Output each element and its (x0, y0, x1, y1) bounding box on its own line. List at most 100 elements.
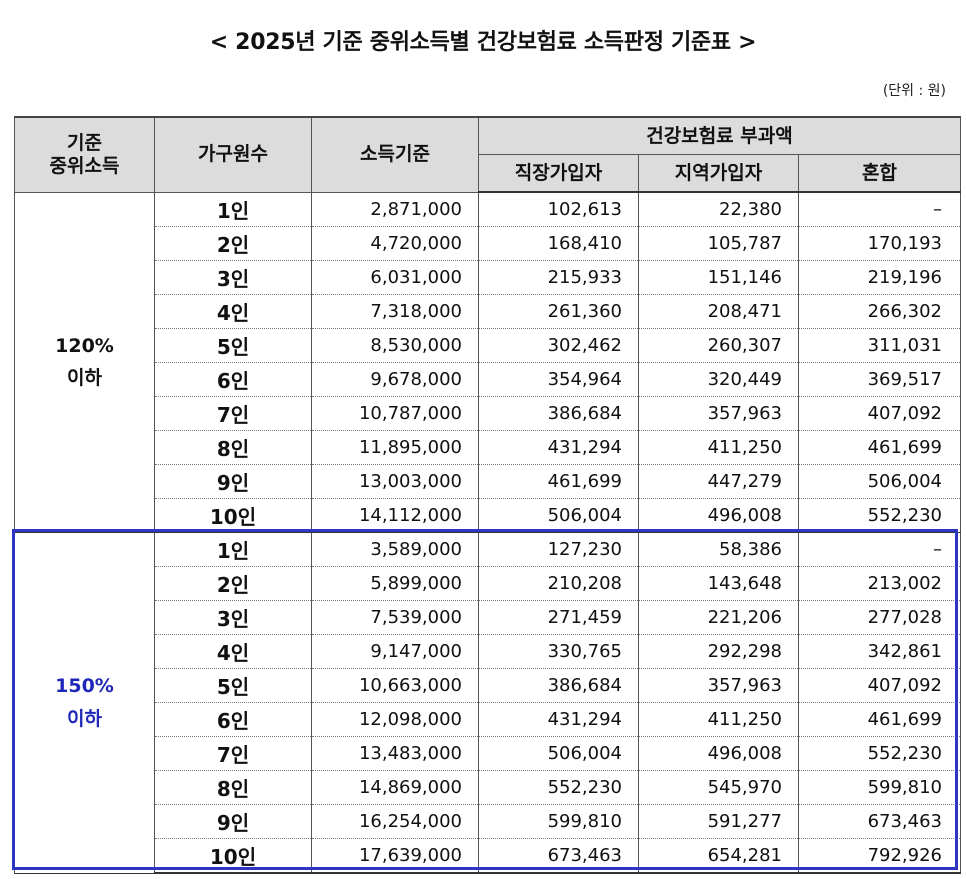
employee-premium-cell: 386,684 (478, 396, 639, 431)
income-cell: 17,639,000 (311, 838, 479, 874)
income-cell: 2,871,000 (311, 192, 479, 227)
income-cell: 9,147,000 (311, 634, 479, 669)
income-cell: 7,539,000 (311, 600, 479, 635)
table-row: 8인 11,895,000 431,294 411,250 461,699 (15, 430, 961, 465)
employee-premium-cell: 127,230 (478, 532, 639, 567)
employee-premium-cell: 431,294 (478, 702, 639, 737)
employee-premium-cell: 599,810 (478, 804, 639, 839)
group-label-line2: 이하 (67, 367, 102, 390)
employee-premium-cell: 506,004 (478, 498, 639, 533)
mixed-premium-cell: 506,004 (798, 464, 961, 499)
income-cell: 3,589,000 (311, 532, 479, 567)
income-cell: 9,678,000 (311, 362, 479, 397)
table-row: 6인 9,678,000 354,964 320,449 369,517 (15, 362, 961, 397)
group-label-line2: 이하 (67, 707, 102, 730)
employee-premium-cell: 302,462 (478, 328, 639, 363)
household-cell: 10인 (154, 838, 312, 874)
regional-premium-cell: 545,970 (638, 770, 799, 805)
mixed-premium-cell: 552,230 (798, 498, 961, 533)
regional-premium-cell: 143,648 (638, 566, 799, 601)
income-cell: 4,720,000 (311, 226, 479, 261)
household-cell: 5인 (154, 668, 312, 703)
employee-premium-cell: 506,004 (478, 736, 639, 771)
table-row: 5인 10,663,000 386,684 357,963 407,092 (15, 668, 961, 703)
regional-premium-cell: 22,380 (638, 192, 799, 227)
household-cell: 3인 (154, 600, 312, 635)
income-cell: 8,530,000 (311, 328, 479, 363)
regional-premium-cell: 292,298 (638, 634, 799, 669)
regional-premium-cell: 591,277 (638, 804, 799, 839)
table-row: 120% 이하 1인 2,871,000 102,613 22,380– (14, 192, 961, 533)
regional-premium-cell: 320,449 (638, 362, 799, 397)
table-row: 9인 16,254,000 599,810 591,277 673,463 (15, 804, 961, 839)
table-row: 9인 13,003,000 461,699 447,279 506,004 (15, 464, 961, 499)
mixed-premium-cell: 461,699 (798, 430, 961, 465)
employee-premium-cell: 461,699 (478, 464, 639, 499)
household-cell: 4인 (154, 634, 312, 669)
income-cell: 7,318,000 (311, 294, 479, 329)
header-premium: 건강보험료 부과액 (478, 116, 961, 155)
table-row: 3인 6,031,000 215,933 151,146 219,196 (15, 260, 961, 295)
mixed-premium-cell: 213,002 (798, 566, 961, 601)
household-cell: 1인 (154, 192, 312, 227)
unit-note: (단위 : 원) (882, 83, 946, 99)
header-employee: 직장가입자 (478, 154, 639, 193)
mixed-premium-cell: 311,031 (798, 328, 961, 363)
regional-premium-cell: 260,307 (638, 328, 799, 363)
header-household: 가구원수 (154, 116, 312, 193)
mixed-premium-cell: 407,092 (798, 668, 961, 703)
household-cell: 8인 (154, 430, 312, 465)
header-median-income-line1: 기준 (67, 131, 102, 154)
header-regional: 지역가입자 (638, 154, 799, 193)
table-row: 7인 10,787,000 386,684 357,963 407,092 (15, 396, 961, 431)
table-row: 5인 8,530,000 302,462 260,307 311,031 (15, 328, 961, 363)
regional-premium-cell: 105,787 (638, 226, 799, 261)
group-label-line1: 120% (55, 334, 114, 357)
table-row: 3인 7,539,000 271,459 221,206 277,028 (15, 600, 961, 635)
income-cell: 10,787,000 (311, 396, 479, 431)
income-cell: 12,098,000 (311, 702, 479, 737)
mixed-premium-cell: 170,193 (798, 226, 961, 261)
group-label-line1: 150% (55, 675, 114, 698)
table-row: 4인 9,147,000 330,765 292,298 342,861 (15, 634, 961, 669)
table-row: 150% 이하 1인 3,589,000 127,230 58,386– (14, 532, 961, 874)
premium-table: 기준 중위소득 가구원수 소득기준 건강보험료 부과액 직장가입자 지역가입자 … (14, 116, 961, 874)
employee-premium-cell: 386,684 (478, 668, 639, 703)
mixed-premium-cell: 277,028 (798, 600, 961, 635)
employee-premium-cell: 354,964 (478, 362, 639, 397)
household-cell: 9인 (154, 464, 312, 499)
household-cell: 2인 (154, 566, 312, 601)
income-cell: 6,031,000 (311, 260, 479, 295)
employee-premium-cell: 210,208 (478, 566, 639, 601)
household-cell: 1인 (154, 532, 312, 567)
mixed-premium-cell: – (798, 192, 961, 227)
income-cell: 13,003,000 (311, 464, 479, 499)
employee-premium-cell: 102,613 (478, 192, 639, 227)
household-cell: 6인 (154, 362, 312, 397)
employee-premium-cell: 271,459 (478, 600, 639, 635)
table-body: 120% 이하 1인 2,871,000 102,613 22,380–2인 4,720,0… (14, 192, 961, 874)
header-median-income: 기준 중위소득 (14, 116, 155, 193)
page-title: < 2025년 기준 중위소득별 건강보험료 소득판정 기준표 > (209, 30, 757, 55)
regional-premium-cell: 151,146 (638, 260, 799, 295)
table-row: 6인 12,098,000 431,294 411,250 461,699 (15, 702, 961, 737)
household-cell: 10인 (154, 498, 312, 533)
mixed-premium-cell: 673,463 (798, 804, 961, 839)
employee-premium-cell: 261,360 (478, 294, 639, 329)
table-row: 7인 13,483,000 506,004 496,008 552,230 (15, 736, 961, 771)
header-median-income-line2: 중위소득 (49, 154, 120, 177)
income-cell: 13,483,000 (311, 736, 479, 771)
mixed-premium-cell: 407,092 (798, 396, 961, 431)
employee-premium-cell: 330,765 (478, 634, 639, 669)
mixed-premium-cell: 369,517 (798, 362, 961, 397)
income-cell: 14,112,000 (311, 498, 479, 533)
table-row: 4인 7,318,000 261,360 208,471 266,302 (15, 294, 961, 329)
household-cell: 7인 (154, 736, 312, 771)
regional-premium-cell: 208,471 (638, 294, 799, 329)
income-cell: 11,895,000 (311, 430, 479, 465)
table-row: 8인 14,869,000 552,230 545,970 599,810 (15, 770, 961, 805)
regional-premium-cell: 221,206 (638, 600, 799, 635)
employee-premium-cell: 168,410 (478, 226, 639, 261)
household-cell: 8인 (154, 770, 312, 805)
household-cell: 3인 (154, 260, 312, 295)
